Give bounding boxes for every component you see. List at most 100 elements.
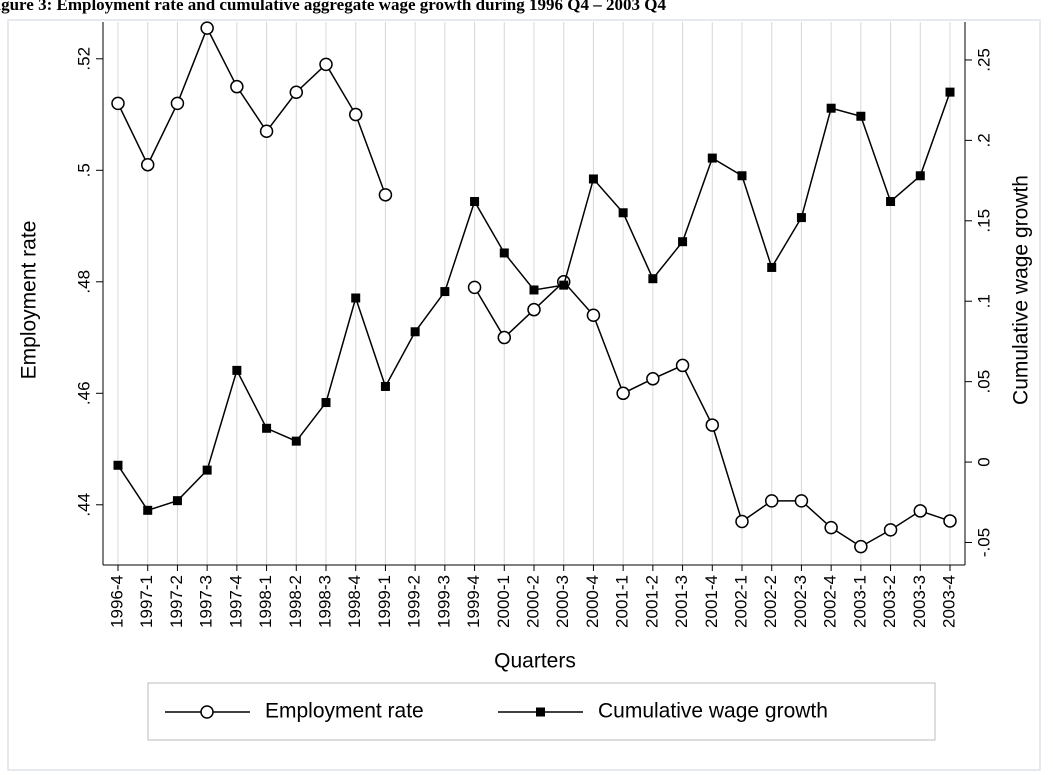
point [678, 237, 688, 247]
point [140, 157, 155, 172]
y-tick-label: .5 [74, 163, 93, 177]
point [319, 57, 333, 72]
point [796, 213, 806, 223]
x-tick-label: 2002-4 [821, 575, 840, 628]
x-tick-label: 1996-4 [107, 575, 126, 628]
chart-title: Figure 3: Employment rate and cumulative… [0, 0, 666, 14]
x-tick-label: 2001-2 [642, 575, 661, 628]
x-tick-label: 1999-4 [464, 575, 483, 628]
point [499, 248, 509, 258]
x-tick-label: 1997-3 [197, 575, 216, 628]
legend-label: Cumulative wage growth [598, 700, 828, 723]
y-tick-label: .46 [74, 381, 93, 405]
point [321, 398, 331, 408]
x-tick-label: 2002-3 [791, 575, 810, 628]
panel [7, 19, 1041, 771]
point [410, 327, 420, 337]
point [529, 285, 539, 295]
point [143, 505, 153, 515]
x-tick-label: 2002-1 [731, 575, 750, 628]
x-tick-label: 2003-3 [910, 575, 929, 628]
x-tick-label: 2001-1 [613, 575, 632, 628]
point [675, 358, 690, 373]
point [648, 274, 658, 284]
point [291, 436, 301, 446]
legend-label: Employment rate [265, 700, 424, 723]
x-tick-label: 1999-1 [375, 575, 394, 628]
point [856, 111, 866, 121]
point [886, 196, 896, 206]
y2-tick-label: .05 [974, 370, 993, 394]
y2-tick-label: .2 [974, 133, 993, 147]
y2-tick-label: 0 [974, 457, 993, 466]
y2-tick-label: -.05 [974, 528, 993, 557]
point [262, 423, 272, 433]
point [467, 280, 482, 295]
x-tick-label: 1997-1 [137, 575, 156, 628]
y2-tick-label: .1 [974, 294, 993, 308]
point [259, 124, 274, 139]
point [883, 523, 898, 537]
point [826, 103, 836, 113]
x-tick-label: 1999-3 [434, 575, 453, 628]
point [646, 372, 660, 386]
point [113, 460, 123, 470]
x-tick-label: 2000-2 [523, 575, 542, 628]
y2-tick-label: .25 [974, 48, 993, 72]
x-tick-label: 1999-2 [405, 575, 424, 628]
point [945, 87, 955, 97]
point [348, 107, 363, 122]
point [586, 308, 601, 322]
point [378, 188, 393, 202]
x-tick-label: 1998-4 [345, 575, 364, 628]
x-tick-label: 1998-3 [315, 575, 334, 628]
x-tick-label: 1997-4 [226, 575, 245, 628]
x-tick-label: 2003-2 [880, 575, 899, 628]
legend-marker [200, 705, 214, 719]
x-tick-label: 2001-3 [672, 575, 691, 628]
x-tick-label: 2001-4 [702, 575, 721, 628]
x-tick-label: 2002-2 [761, 575, 780, 628]
point [707, 153, 717, 163]
point [289, 85, 304, 99]
point [794, 494, 809, 508]
y-tick-label: .48 [74, 270, 93, 294]
point [854, 539, 868, 554]
point [618, 208, 628, 218]
y2-tick-label: .15 [974, 209, 993, 233]
legend-marker [536, 707, 545, 717]
point [170, 96, 185, 111]
point [111, 96, 125, 111]
point [764, 494, 779, 508]
point [232, 365, 242, 375]
point [915, 171, 925, 181]
x-tick-label: 2003-4 [939, 575, 958, 628]
point [588, 174, 598, 184]
x-tick-label: 2003-1 [850, 575, 869, 628]
point [943, 514, 957, 528]
point [735, 514, 749, 529]
x-axis-title: Quarters [494, 650, 576, 673]
x-tick-label: 1998-1 [256, 575, 275, 628]
x-tick-label: 2000-1 [494, 575, 513, 628]
point [737, 171, 747, 181]
point [767, 262, 777, 272]
x-tick-label: 2000-3 [553, 575, 572, 628]
y-tick-label: .44 [74, 493, 93, 517]
point [172, 496, 182, 506]
x-tick-label: 1997-2 [167, 575, 186, 628]
point [440, 287, 450, 297]
x-tick-label: 1998-2 [286, 575, 305, 628]
point [913, 504, 928, 518]
point [705, 418, 720, 432]
y-axis-title: Employment rate [18, 221, 41, 380]
y-tick-label: .52 [74, 47, 93, 71]
y2-axis-title: Cumulative wage growth [1010, 175, 1033, 405]
point [497, 330, 512, 345]
point [202, 465, 212, 475]
point [559, 280, 569, 290]
point [230, 79, 244, 94]
point [380, 381, 390, 391]
x-tick-label: 2000-4 [583, 575, 602, 628]
